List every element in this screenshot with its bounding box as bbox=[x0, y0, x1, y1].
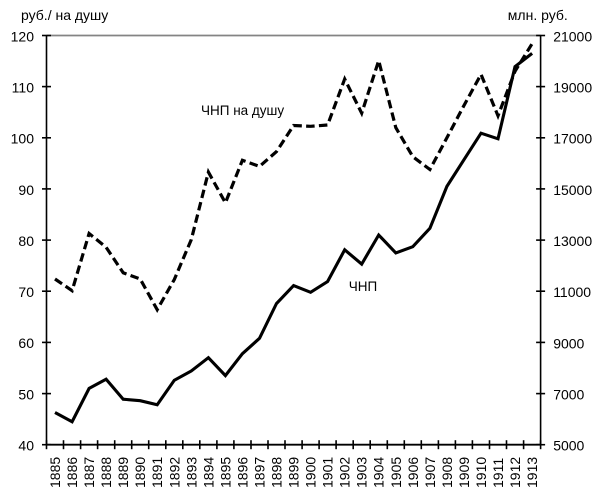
svg-text:1904: 1904 bbox=[371, 457, 387, 488]
svg-text:1891: 1891 bbox=[149, 457, 165, 488]
svg-text:1910: 1910 bbox=[473, 457, 489, 488]
svg-text:21000: 21000 bbox=[553, 28, 592, 44]
svg-text:120: 120 bbox=[11, 28, 35, 44]
svg-text:1890: 1890 bbox=[132, 457, 148, 488]
svg-text:млн. руб.: млн. руб. bbox=[508, 7, 568, 23]
svg-text:17000: 17000 bbox=[553, 131, 592, 147]
svg-text:60: 60 bbox=[18, 335, 34, 351]
svg-text:110: 110 bbox=[12, 79, 35, 95]
svg-text:40: 40 bbox=[18, 438, 34, 454]
svg-text:1906: 1906 bbox=[405, 457, 421, 488]
svg-text:70: 70 bbox=[18, 284, 34, 300]
svg-text:80: 80 bbox=[18, 233, 34, 249]
svg-text:11000: 11000 bbox=[553, 284, 591, 300]
svg-text:1892: 1892 bbox=[166, 457, 182, 488]
svg-text:1913: 1913 bbox=[524, 457, 540, 488]
svg-text:1900: 1900 bbox=[303, 457, 319, 488]
svg-text:1886: 1886 bbox=[64, 457, 80, 488]
svg-text:1908: 1908 bbox=[439, 457, 455, 488]
svg-text:1903: 1903 bbox=[354, 457, 370, 488]
svg-text:1889: 1889 bbox=[115, 457, 131, 488]
svg-text:1912: 1912 bbox=[507, 457, 523, 488]
svg-text:1887: 1887 bbox=[81, 457, 97, 488]
svg-text:1905: 1905 bbox=[388, 457, 404, 488]
svg-text:ЧНП на душу: ЧНП на душу bbox=[201, 103, 284, 118]
svg-text:1898: 1898 bbox=[269, 457, 285, 488]
svg-text:1911: 1911 bbox=[490, 458, 506, 488]
svg-text:15000: 15000 bbox=[553, 182, 592, 198]
svg-text:7000: 7000 bbox=[553, 386, 584, 402]
svg-text:1885: 1885 bbox=[47, 457, 63, 488]
svg-text:ЧНП: ЧНП bbox=[349, 279, 377, 294]
svg-text:19000: 19000 bbox=[553, 80, 592, 96]
svg-text:90: 90 bbox=[18, 182, 34, 198]
svg-text:1902: 1902 bbox=[337, 457, 353, 488]
svg-text:5000: 5000 bbox=[553, 438, 584, 454]
svg-text:1901: 1901 bbox=[320, 457, 336, 488]
svg-text:руб./ на душу: руб./ на душу bbox=[21, 7, 108, 23]
svg-text:1909: 1909 bbox=[456, 457, 472, 488]
svg-text:1897: 1897 bbox=[252, 457, 268, 488]
svg-text:1894: 1894 bbox=[200, 457, 216, 488]
svg-text:1896: 1896 bbox=[234, 457, 250, 488]
svg-text:50: 50 bbox=[18, 386, 34, 402]
svg-text:1907: 1907 bbox=[422, 457, 438, 488]
svg-text:1899: 1899 bbox=[286, 457, 302, 488]
svg-text:1895: 1895 bbox=[217, 457, 233, 488]
svg-text:1893: 1893 bbox=[183, 457, 199, 488]
svg-text:9000: 9000 bbox=[553, 335, 584, 351]
svg-text:1888: 1888 bbox=[98, 457, 114, 488]
svg-text:100: 100 bbox=[11, 131, 35, 147]
svg-text:13000: 13000 bbox=[553, 233, 592, 249]
